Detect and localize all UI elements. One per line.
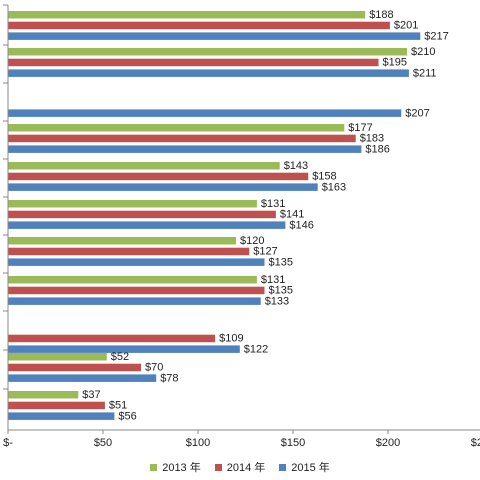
data-label-g9-s1: $70 bbox=[145, 362, 163, 374]
bar-g8-s1 bbox=[8, 334, 216, 343]
bar-g0-s2 bbox=[8, 32, 421, 40]
bar-g9-s0 bbox=[8, 353, 107, 361]
bar-g3-s2 bbox=[8, 145, 362, 153]
data-label-g3-s2: $186 bbox=[365, 143, 389, 155]
data-label-g7-s1: $135 bbox=[269, 285, 293, 297]
bar-g5-s0 bbox=[8, 200, 257, 208]
legend-item-2013: 2013 年 bbox=[150, 459, 201, 475]
data-label-g1-s2: $211 bbox=[413, 67, 437, 79]
data-label-g9-s0: $52 bbox=[111, 351, 129, 363]
data-label-g2-s2: $207 bbox=[405, 107, 429, 119]
data-label-g0-s2: $217 bbox=[424, 30, 448, 42]
data-label-g1-s1: $195 bbox=[383, 57, 407, 69]
data-label-g6-s0: $120 bbox=[240, 235, 264, 247]
bar-g10-s2 bbox=[8, 412, 115, 420]
bar-g1-s1 bbox=[8, 58, 379, 67]
bar-g6-s2 bbox=[8, 258, 265, 266]
data-label-g8-s2: $122 bbox=[244, 343, 268, 355]
data-label-g10-s0: $37 bbox=[82, 389, 100, 401]
bar-g4-s2 bbox=[8, 183, 318, 191]
bar-g7-s0 bbox=[8, 276, 257, 284]
data-label-g10-s1: $51 bbox=[109, 400, 127, 412]
bar-g10-s0 bbox=[8, 391, 79, 399]
x-tick-label-0: $- bbox=[3, 437, 13, 449]
data-label-g7-s0: $131 bbox=[261, 274, 285, 286]
bar-g5-s1 bbox=[8, 210, 276, 219]
bar-g1-s0 bbox=[8, 48, 407, 56]
bar-g7-s1 bbox=[8, 286, 265, 295]
bar-g7-s2 bbox=[8, 297, 261, 305]
data-label-g6-s1: $127 bbox=[253, 246, 277, 258]
data-label-g6-s2: $135 bbox=[269, 256, 293, 268]
data-label-g5-s0: $131 bbox=[261, 198, 285, 210]
x-tick-label-2: $100 bbox=[186, 437, 210, 449]
legend-swatch-2014 bbox=[214, 463, 222, 471]
legend-label-2013: 2013 年 bbox=[162, 462, 201, 474]
data-label-g0-s0: $188 bbox=[369, 9, 393, 21]
legend-swatch-2013 bbox=[150, 463, 158, 471]
x-tick-label-3: $150 bbox=[281, 437, 305, 449]
data-label-g10-s2: $56 bbox=[118, 410, 136, 422]
data-label-g1-s0: $210 bbox=[411, 46, 435, 58]
bar-g4-s1 bbox=[8, 172, 309, 181]
legend-item-2015: 2015 年 bbox=[279, 459, 330, 475]
bar-g0-s0 bbox=[8, 11, 366, 19]
bar-g9-s1 bbox=[8, 363, 141, 372]
data-label-g4-s1: $158 bbox=[312, 171, 336, 183]
bar-g10-s1 bbox=[8, 401, 105, 410]
x-tick-label-5: $250 bbox=[471, 437, 480, 449]
bar-g5-s2 bbox=[8, 221, 286, 229]
bar-g2-s2 bbox=[8, 109, 402, 117]
legend: 2013 年 2014 年 2015 年 bbox=[0, 459, 480, 475]
data-label-g9-s2: $78 bbox=[160, 372, 178, 384]
bar-g0-s1 bbox=[8, 21, 390, 30]
bar-g8-s2 bbox=[8, 345, 240, 353]
x-tick-label-4: $200 bbox=[376, 437, 400, 449]
bar-g4-s0 bbox=[8, 162, 280, 170]
bar-g3-s0 bbox=[8, 124, 345, 132]
data-label-g5-s2: $146 bbox=[289, 219, 313, 231]
data-label-g7-s2: $133 bbox=[265, 295, 289, 307]
x-tick-label-1: $50 bbox=[94, 437, 112, 449]
data-label-g4-s0: $143 bbox=[284, 160, 308, 172]
data-label-g3-s0: $177 bbox=[348, 122, 372, 134]
data-label-g3-s1: $183 bbox=[360, 133, 384, 145]
bar-g1-s2 bbox=[8, 69, 409, 77]
data-label-g5-s1: $141 bbox=[280, 209, 304, 221]
data-label-g0-s1: $201 bbox=[394, 20, 418, 32]
bar-g6-s1 bbox=[8, 247, 250, 256]
data-label-g4-s2: $163 bbox=[322, 181, 346, 193]
bar-g6-s0 bbox=[8, 237, 236, 245]
legend-swatch-2015 bbox=[279, 463, 287, 471]
data-label-g8-s1: $109 bbox=[219, 333, 243, 345]
bar-g9-s2 bbox=[8, 374, 157, 382]
legend-item-2014: 2014 年 bbox=[214, 459, 266, 475]
legend-label-2014: 2014 年 bbox=[226, 462, 266, 474]
legend-label-2015: 2015 年 bbox=[291, 462, 330, 474]
bar-g3-s1 bbox=[8, 134, 356, 143]
